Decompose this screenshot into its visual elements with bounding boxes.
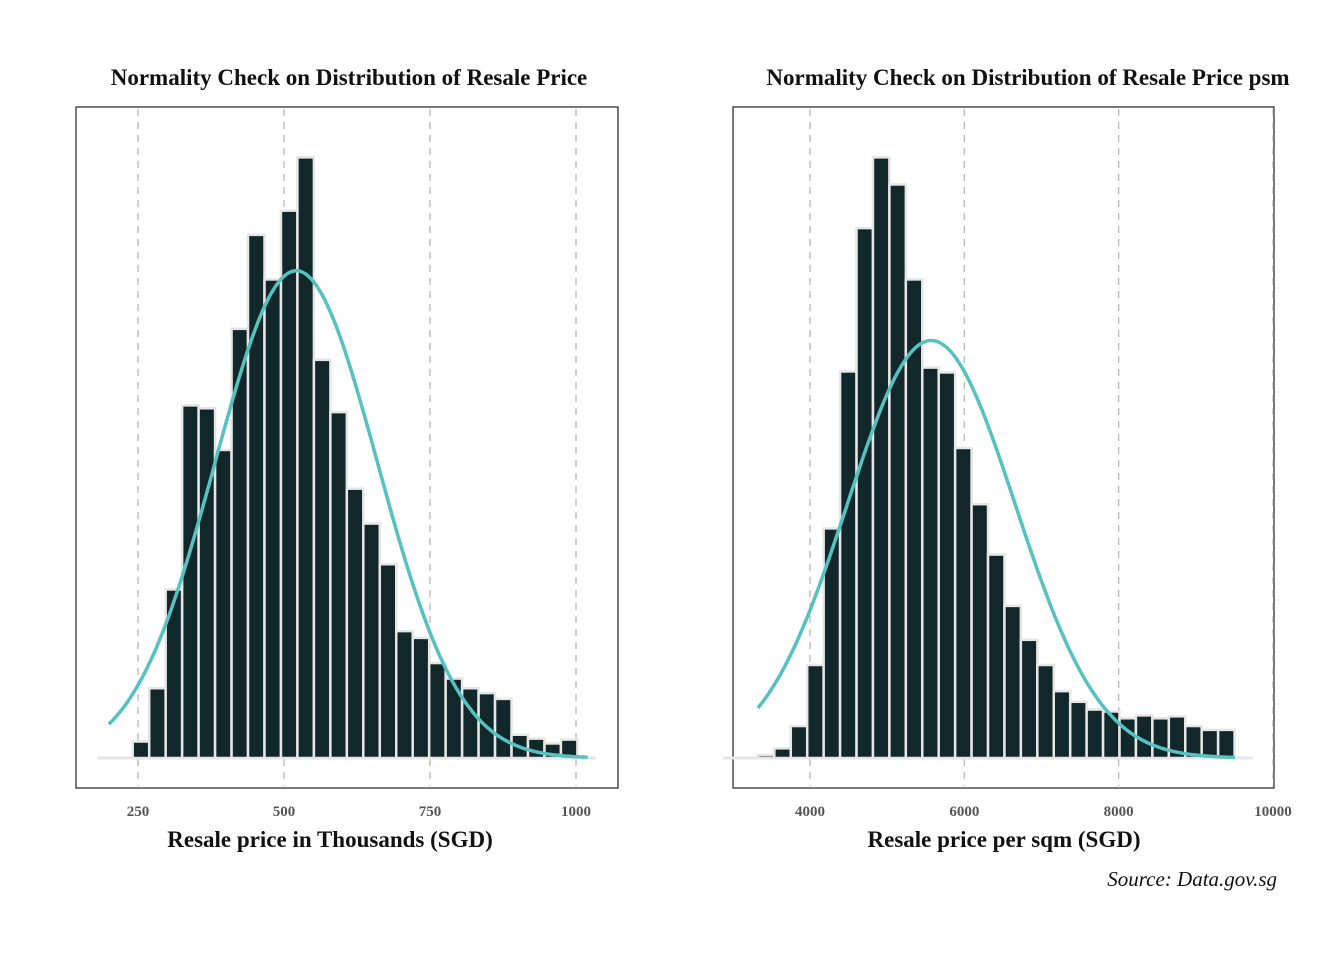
- histogram-bar: [1200, 728, 1220, 760]
- chart-title: Normality Check on Distribution of Resal…: [766, 65, 1289, 90]
- normal-curve: [107, 268, 588, 759]
- histogram-bar: [329, 410, 349, 760]
- histogram-bar: [986, 553, 1006, 760]
- source-caption: Source: Data.gov.sg: [1107, 867, 1277, 891]
- x-tick-label: 8000: [1104, 804, 1134, 820]
- histogram-bar: [526, 737, 546, 760]
- plot-frame: [75, 106, 619, 789]
- histogram-bar: [213, 448, 233, 760]
- histogram-bar: [378, 563, 398, 760]
- histogram-bar: [131, 740, 151, 760]
- histogram-bar: [296, 156, 316, 760]
- histogram-bar: [789, 724, 809, 760]
- histogram-bar: [921, 366, 940, 760]
- histogram-bar: [1052, 689, 1072, 760]
- histogram-bar: [312, 358, 332, 760]
- histogram-bar: [1216, 728, 1236, 760]
- chart-title: Normality Check on Distribution of Resal…: [111, 65, 588, 90]
- histogram-bar: [855, 226, 875, 760]
- x-tick-label: 500: [273, 804, 296, 820]
- histogram-bar: [838, 370, 858, 760]
- histogram-bar: [970, 502, 990, 760]
- x-tick-label: 750: [419, 804, 442, 820]
- histogram-bar: [493, 697, 513, 760]
- x-tick-label: 4000: [795, 804, 825, 820]
- histogram-bar: [871, 156, 891, 760]
- x-tick-label: 6000: [949, 804, 979, 820]
- histogram-bar: [1068, 700, 1088, 760]
- histogram-bar: [1003, 604, 1023, 760]
- x-axis-title: Resale price in Thousands (SGD): [167, 827, 492, 852]
- x-tick-label: 1000: [561, 804, 591, 820]
- histogram-bar: [953, 446, 973, 760]
- histogram-bar: [1151, 717, 1171, 760]
- plot-frame: [732, 106, 1275, 789]
- histogram-bar: [394, 629, 414, 760]
- histogram-bar: [147, 687, 167, 760]
- histogram-bar: [427, 661, 447, 760]
- x-tick-label: 10000: [1254, 804, 1292, 820]
- histogram-bar: [773, 747, 793, 760]
- histogram-bar: [1085, 708, 1105, 760]
- histogram-bar: [180, 404, 200, 760]
- panel-resale-price-psm: Normality Check on Distribution of Resal…: [722, 65, 1292, 852]
- histogram-bar: [362, 522, 382, 760]
- histogram-bar: [756, 753, 776, 760]
- histogram-bar: [411, 636, 431, 760]
- normal-curve: [756, 338, 1235, 760]
- histogram-bar: [1019, 638, 1039, 760]
- histogram-bar: [197, 407, 217, 760]
- x-axis-title: Resale price per sqm (SGD): [868, 827, 1141, 852]
- histogram-bar: [888, 183, 908, 760]
- histogram-bar: [937, 371, 957, 760]
- histogram-bar: [345, 487, 365, 760]
- x-tick-label: 250: [127, 804, 150, 820]
- histogram-bar: [805, 663, 825, 760]
- panel-resale-price: Normality Check on Distribution of Resal…: [75, 65, 619, 852]
- histogram-bar: [279, 209, 299, 760]
- histogram-bar: [263, 278, 283, 760]
- histogram-bar: [1036, 663, 1056, 760]
- histogram-bar: [1101, 710, 1121, 760]
